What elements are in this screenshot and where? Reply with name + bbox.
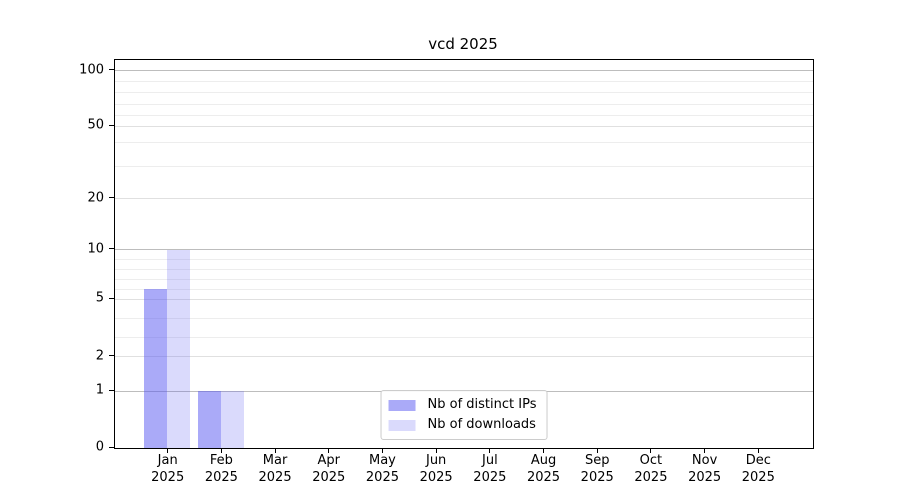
gridline bbox=[115, 81, 813, 83]
x-tick-label: Oct 2025 bbox=[634, 453, 668, 485]
x-tick-mark bbox=[650, 448, 652, 453]
gridline bbox=[115, 356, 813, 358]
x-tick-label: Jul 2025 bbox=[473, 453, 507, 485]
x-tick-mark bbox=[328, 448, 330, 453]
x-tick-label: Mar 2025 bbox=[258, 453, 292, 485]
gridline bbox=[115, 103, 813, 105]
gridline bbox=[115, 142, 813, 144]
legend-swatch-distinct-ips bbox=[388, 399, 416, 411]
x-tick-mark bbox=[704, 448, 706, 453]
x-tick-label: Jun 2025 bbox=[419, 453, 453, 485]
y-tick-mark bbox=[109, 297, 114, 299]
gridline bbox=[115, 125, 813, 127]
chart-title: vcd 2025 bbox=[428, 35, 498, 53]
x-tick-mark bbox=[381, 448, 383, 453]
x-tick-mark bbox=[489, 448, 491, 453]
y-tick-label: 20 bbox=[87, 190, 104, 206]
bar-downloads-jan bbox=[167, 249, 190, 448]
legend-item-downloads: Nb of downloads bbox=[388, 417, 537, 433]
legend: Nb of distinct IPs Nb of downloads bbox=[380, 390, 548, 440]
y-tick-mark bbox=[109, 248, 114, 250]
y-tick-label: 5 bbox=[95, 290, 104, 306]
y-tick-mark bbox=[109, 389, 114, 391]
gridline bbox=[115, 269, 813, 271]
gridline bbox=[115, 92, 813, 94]
x-tick-label: Dec 2025 bbox=[741, 453, 775, 485]
x-tick-mark bbox=[220, 448, 222, 453]
x-tick-label: Jan 2025 bbox=[151, 453, 185, 485]
y-tick-mark bbox=[109, 197, 114, 199]
y-tick-mark bbox=[109, 446, 114, 448]
x-tick-mark bbox=[435, 448, 437, 453]
y-tick-mark bbox=[109, 355, 114, 357]
gridline bbox=[115, 198, 813, 200]
x-tick-mark bbox=[596, 448, 598, 453]
gridline bbox=[115, 278, 813, 280]
x-tick-label: Nov 2025 bbox=[688, 453, 722, 485]
y-tick-label: 1 bbox=[95, 382, 104, 398]
legend-swatch-downloads bbox=[388, 419, 416, 431]
gridline bbox=[115, 165, 813, 167]
y-tick-label: 100 bbox=[79, 62, 104, 78]
gridline bbox=[115, 70, 813, 72]
x-tick-mark bbox=[274, 448, 276, 453]
y-tick-mark bbox=[109, 69, 114, 71]
gridline bbox=[115, 298, 813, 300]
x-tick-label: Feb 2025 bbox=[204, 453, 238, 485]
x-tick-label: May 2025 bbox=[365, 453, 399, 485]
x-tick-label: Sep 2025 bbox=[580, 453, 614, 485]
y-tick-label: 0 bbox=[95, 439, 104, 455]
gridline bbox=[115, 249, 813, 251]
gridline bbox=[115, 259, 813, 261]
x-tick-mark bbox=[167, 448, 169, 453]
y-tick-label: 2 bbox=[95, 348, 104, 364]
legend-item-distinct-ips: Nb of distinct IPs bbox=[388, 397, 537, 413]
y-tick-mark bbox=[109, 124, 114, 126]
gridline bbox=[115, 337, 813, 339]
gridline bbox=[115, 317, 813, 319]
x-tick-label: Aug 2025 bbox=[526, 453, 561, 485]
bar-distinct-ips-feb bbox=[198, 391, 221, 448]
gridline bbox=[115, 114, 813, 116]
y-tick-label: 10 bbox=[87, 241, 104, 257]
x-tick-mark bbox=[757, 448, 759, 453]
legend-label-downloads: Nb of downloads bbox=[427, 417, 536, 432]
bar-downloads-feb bbox=[220, 391, 244, 448]
plot-area: Nb of distinct IPs Nb of downloads bbox=[114, 59, 814, 449]
x-tick-label: Apr 2025 bbox=[312, 453, 346, 485]
x-tick-mark bbox=[543, 448, 545, 453]
y-tick-label: 50 bbox=[87, 117, 104, 133]
gridline bbox=[115, 288, 813, 290]
legend-label-distinct-ips: Nb of distinct IPs bbox=[427, 397, 537, 412]
bar-distinct-ips-jan bbox=[144, 289, 168, 448]
